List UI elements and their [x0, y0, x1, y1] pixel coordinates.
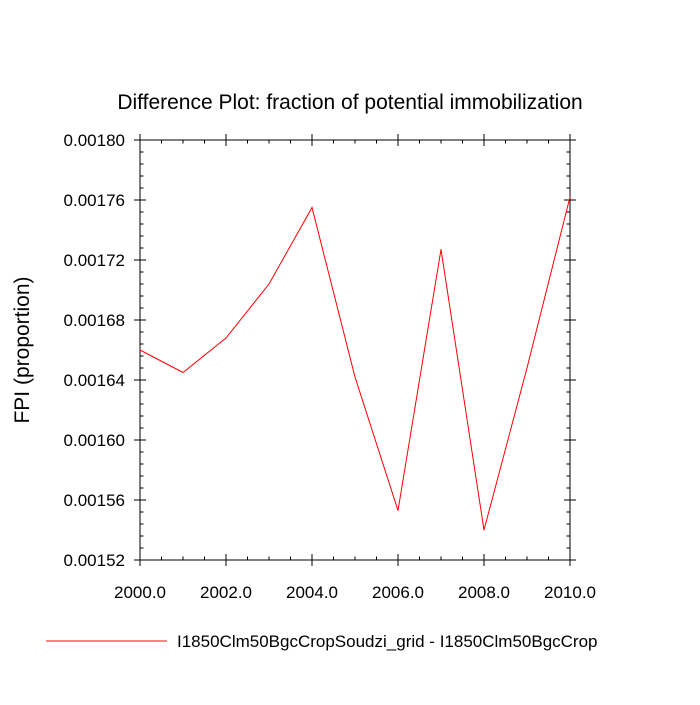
legend: I1850Clm50BgcCropSoudzi_grid - I1850Clm5… — [46, 632, 598, 651]
x-tick-label: 2002.0 — [200, 583, 252, 602]
data-point — [311, 207, 313, 208]
y-axis-label: FPI (proportion) — [11, 276, 34, 423]
y-tick-label: 0.00172 — [64, 251, 125, 270]
chart-title: Difference Plot: fraction of potential i… — [117, 91, 582, 114]
data-point — [182, 372, 184, 373]
x-tick-labels: 2000.0 2002.0 2004.0 2006.0 2008.0 2010.0 — [114, 583, 596, 602]
plot-frame — [139, 139, 571, 561]
data-point — [354, 376, 356, 378]
legend-label: I1850Clm50BgcCropSoudzi_grid - I1850Clm5… — [177, 632, 598, 651]
y-tick-label: 0.00160 — [64, 431, 125, 450]
data-point — [268, 283, 270, 285]
data-point — [139, 349, 141, 351]
y-tick-label: 0.00156 — [64, 491, 125, 510]
minor-ticks — [139, 139, 571, 561]
x-tick-label: 2004.0 — [286, 583, 338, 602]
x-tick-label: 2008.0 — [458, 583, 510, 602]
y-tick-label: 0.00176 — [64, 191, 125, 210]
data-point — [569, 196, 571, 198]
data-point — [440, 249, 442, 250]
x-tick-label: 2000.0 — [114, 583, 166, 602]
data-point — [225, 337, 227, 339]
x-tick-label: 2010.0 — [544, 583, 596, 602]
series-line — [139, 196, 571, 531]
y-tick-label: 0.00152 — [64, 551, 125, 570]
y-tick-label: 0.00180 — [64, 131, 125, 150]
data-point — [483, 529, 485, 531]
y-tick-label: 0.00164 — [64, 371, 125, 390]
y-tick-labels: 0.00152 0.00156 0.00160 0.00164 0.00168 0.001… — [64, 131, 125, 570]
major-ticks — [134, 134, 576, 566]
data-point — [397, 510, 399, 511]
x-tick-label: 2006.0 — [372, 583, 424, 602]
series-lines — [139, 196, 571, 531]
data-point — [526, 367, 528, 369]
y-tick-label: 0.00168 — [64, 311, 125, 330]
